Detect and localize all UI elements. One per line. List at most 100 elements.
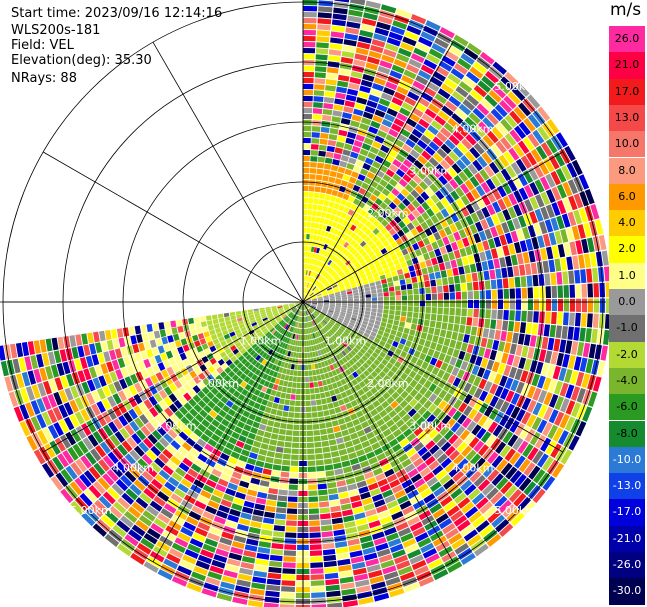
velocity-gate [372,114,384,124]
velocity-gate [65,431,77,446]
velocity-gate [331,241,337,248]
velocity-gate [303,89,314,96]
velocity-gate [376,231,384,239]
velocity-gate [510,254,518,266]
velocity-gate [556,352,565,367]
velocity-gate [340,309,347,313]
velocity-gate [469,223,478,235]
velocity-gate [345,389,353,397]
velocity-gate [310,556,323,562]
velocity-gate [203,331,210,338]
velocity-gate [446,505,460,517]
velocity-gate [339,272,345,278]
velocity-gate [407,294,414,301]
velocity-gate [285,435,293,442]
velocity-gate [228,456,238,465]
azimuth-spoke [302,41,454,303]
velocity-gate [363,68,377,77]
velocity-gate [225,520,238,529]
velocity-gate [315,453,324,460]
colorbar-swatch [609,157,645,184]
velocity-gate [412,80,426,91]
velocity-gate [362,111,374,120]
velocity-gate [315,318,320,323]
velocity-gate [574,312,581,327]
velocity-gate [150,523,164,535]
velocity-gate [323,243,328,250]
velocity-gate [320,269,326,276]
velocity-gate [324,91,336,98]
velocity-gate [417,275,424,282]
velocity-gate [346,182,355,190]
velocity-gate [533,223,542,236]
velocity-gate [133,405,143,417]
velocity-gate [476,155,488,168]
velocity-gate [236,332,243,338]
velocity-gate [398,220,406,229]
velocity-gate [325,266,331,272]
velocity-gate [259,378,266,386]
velocity-gate [337,135,347,143]
velocity-gate [290,326,294,333]
velocity-gate [406,25,422,36]
velocity-gate [444,139,456,150]
velocity-gate [478,378,488,390]
velocity-gate [510,392,521,406]
velocity-gate [371,308,377,313]
velocity-gate [338,564,352,572]
velocity-gate [408,347,416,356]
velocity-gate [533,286,540,299]
velocity-gate [315,338,320,344]
velocity-gate [367,274,374,280]
velocity-gate [413,402,423,412]
velocity-gate [394,405,403,414]
velocity-gate [447,233,456,244]
velocity-gate [318,150,326,157]
velocity-gate [452,470,465,483]
velocity-gate [277,305,283,307]
velocity-gate [99,330,106,342]
velocity-gate [436,131,448,143]
velocity-gate [281,574,296,580]
velocity-gate [189,432,200,443]
velocity-gate [36,413,47,429]
velocity-gate [180,338,188,346]
velocity-gate [189,538,204,548]
velocity-gate [297,328,300,334]
velocity-gate [509,310,515,321]
velocity-gate [435,190,445,200]
velocity-gate [377,255,385,262]
velocity-gate [303,161,310,168]
velocity-gate [440,159,451,171]
velocity-gate [278,327,283,333]
velocity-gate [293,370,298,376]
velocity-gate [276,333,281,339]
velocity-gate [339,576,354,584]
azimuth-spoke [302,301,454,563]
velocity-gate [498,154,510,168]
colorbar-swatch [609,578,645,605]
velocity-gate [455,425,466,437]
velocity-gate [354,383,362,391]
velocity-gate [252,576,267,584]
velocity-gate [309,234,314,240]
velocity-gate [414,102,427,113]
colorbar-tick-label: 13.0 [614,110,640,124]
velocity-gate [403,327,410,335]
velocity-gate [372,140,382,150]
velocity-gate [418,36,433,48]
velocity-gate [276,317,282,322]
velocity-gate [290,313,295,319]
velocity-gate [462,237,470,247]
velocity-gate [312,272,316,278]
velocity-gate [338,352,345,359]
velocity-gate [427,558,443,570]
velocity-gate [363,377,371,385]
velocity-gate [311,298,317,301]
velocity-gate [199,338,207,345]
velocity-gate [320,278,326,283]
velocity-gate [308,246,312,252]
velocity-gate [330,357,336,364]
velocity-gate [227,327,234,334]
velocity-gate [305,298,311,301]
